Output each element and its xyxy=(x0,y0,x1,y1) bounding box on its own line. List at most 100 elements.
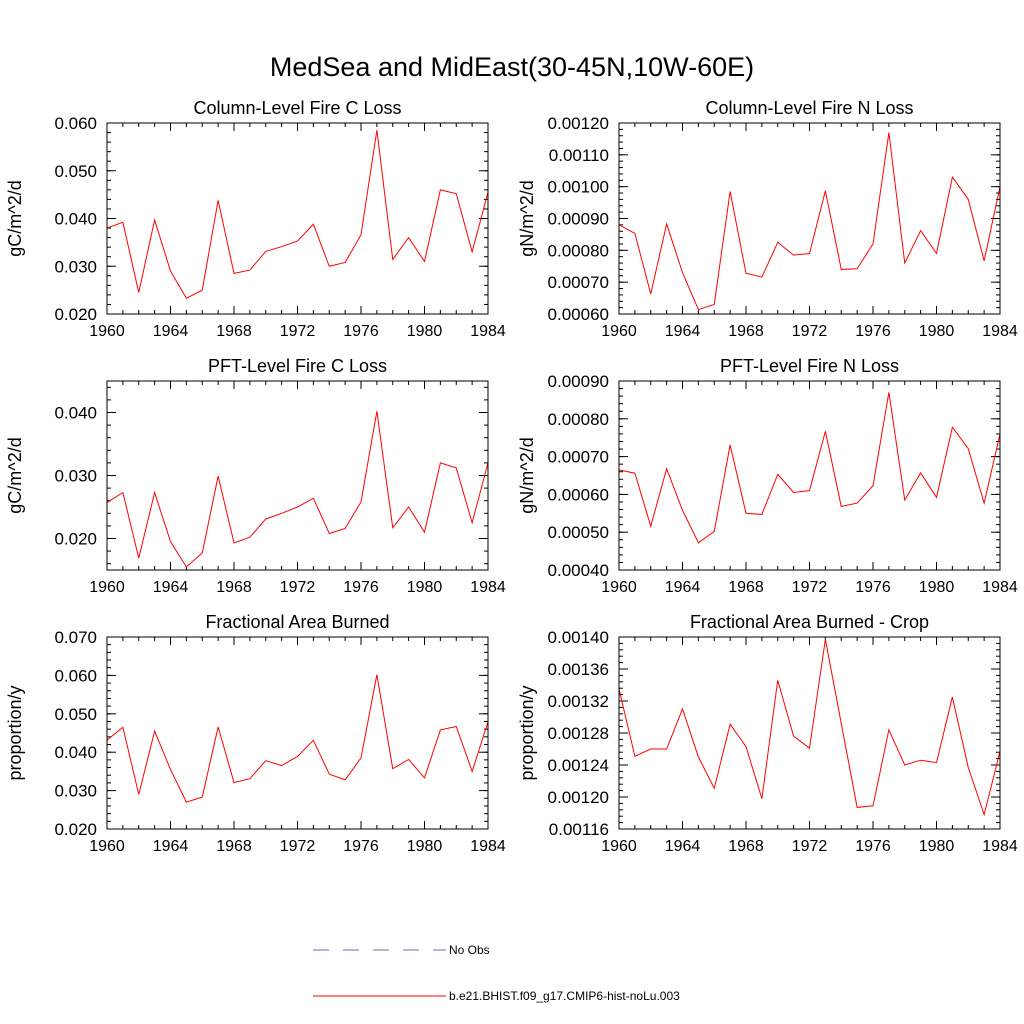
x-tick-label: 1972 xyxy=(792,838,828,855)
chart-panel: Column-Level Fire C Loss gC/m^2/d 1960 1964… xyxy=(5,98,506,340)
plot-frame xyxy=(618,636,1001,830)
x-tick-label: 1984 xyxy=(470,579,506,596)
panel-title: PFT-Level Fire C Loss xyxy=(208,356,387,376)
x-tick-label: 1972 xyxy=(792,323,828,340)
plot-frame xyxy=(106,636,489,830)
x-tick-label: 1968 xyxy=(728,579,764,596)
plot-frame xyxy=(106,380,489,571)
x-tick-label: 1976 xyxy=(855,323,891,340)
y-tick-label: 0.00124 xyxy=(548,756,609,775)
y-tick-label: 0.00120 xyxy=(548,788,609,807)
x-tick-label: 1960 xyxy=(89,838,125,855)
series-line xyxy=(618,132,1001,311)
x-tick-label: 1976 xyxy=(855,838,891,855)
x-tick-label: 1964 xyxy=(665,323,701,340)
x-tick-label: 1968 xyxy=(728,323,764,340)
chart-panel: Fractional Area Burned proportion/y 1960 19… xyxy=(5,612,506,855)
plot-frame xyxy=(618,380,1001,571)
y-tick-label: 0.00040 xyxy=(548,561,609,580)
y-tick-label: 0.00080 xyxy=(548,410,609,429)
x-tick-label: 1984 xyxy=(982,323,1018,340)
chart-panel: Column-Level Fire N Loss gN/m^2/d 1960 1964… xyxy=(517,98,1018,340)
x-tick-label: 1976 xyxy=(343,323,379,340)
y-axis-label: gN/m^2/d xyxy=(517,437,537,513)
legend-label-model: b.e21.BHIST.f09_g17.CMIP6-hist-noLu.003 xyxy=(449,989,680,1003)
series-line xyxy=(106,130,489,299)
panel-grid: Column-Level Fire C Loss gC/m^2/d 1960 1964… xyxy=(5,98,1018,855)
x-tick-label: 1964 xyxy=(153,323,189,340)
y-tick-label: 0.00080 xyxy=(548,241,609,260)
y-tick-label: 0.040 xyxy=(54,404,97,423)
x-tick-label: 1976 xyxy=(343,838,379,855)
y-tick-label: 0.030 xyxy=(54,257,97,276)
y-tick-label: 0.020 xyxy=(54,820,97,839)
x-tick-label: 1984 xyxy=(982,838,1018,855)
y-axis-label: proportion/y xyxy=(517,685,537,780)
y-axis-label: gC/m^2/d xyxy=(5,180,25,256)
chart-panel: PFT-Level Fire N Loss gN/m^2/d 1960 1964 196… xyxy=(517,356,1018,596)
chart-panel: Fractional Area Burned - Crop proportion/… xyxy=(517,612,1018,855)
y-tick-label: 0.020 xyxy=(54,530,97,549)
series-line xyxy=(106,411,489,568)
y-tick-label: 0.00060 xyxy=(548,485,609,504)
plot-frame xyxy=(618,122,1001,315)
x-tick-label: 1972 xyxy=(280,579,316,596)
y-tick-label: 0.00060 xyxy=(548,305,609,324)
x-tick-label: 1980 xyxy=(407,838,443,855)
legend-label-no-obs: No Obs xyxy=(449,943,490,957)
x-tick-label: 1984 xyxy=(982,579,1018,596)
plot-frame xyxy=(106,122,489,315)
x-tick-label: 1964 xyxy=(153,579,189,596)
x-tick-label: 1980 xyxy=(407,579,443,596)
y-tick-label: 0.00100 xyxy=(548,178,609,197)
y-tick-label: 0.030 xyxy=(54,467,97,486)
y-tick-label: 0.00090 xyxy=(548,372,609,391)
x-tick-label: 1960 xyxy=(601,838,637,855)
x-tick-label: 1984 xyxy=(470,838,506,855)
y-tick-label: 0.020 xyxy=(54,305,97,324)
x-tick-label: 1968 xyxy=(216,323,252,340)
y-axis-label: proportion/y xyxy=(5,685,25,780)
panel-title: Column-Level Fire N Loss xyxy=(705,98,913,118)
y-tick-label: 0.00136 xyxy=(548,660,609,679)
panel-title: Fractional Area Burned xyxy=(205,612,389,632)
y-tick-label: 0.00110 xyxy=(549,146,609,165)
y-tick-label: 0.00070 xyxy=(548,448,609,467)
panel-title: PFT-Level Fire N Loss xyxy=(720,356,899,376)
x-tick-label: 1968 xyxy=(728,838,764,855)
y-tick-label: 0.00070 xyxy=(548,273,609,292)
x-tick-label: 1980 xyxy=(919,579,955,596)
x-tick-label: 1964 xyxy=(665,838,701,855)
x-tick-label: 1972 xyxy=(280,838,316,855)
x-tick-label: 1964 xyxy=(153,838,189,855)
y-tick-label: 0.00140 xyxy=(548,628,609,647)
y-tick-label: 0.00116 xyxy=(549,820,609,839)
x-tick-label: 1964 xyxy=(665,579,701,596)
y-tick-label: 0.00120 xyxy=(548,114,609,133)
y-tick-label: 0.00090 xyxy=(548,210,609,229)
y-tick-label: 0.040 xyxy=(54,210,97,229)
figure-title: MedSea and MidEast(30-45N,10W-60E) xyxy=(270,52,754,82)
y-axis-label: gN/m^2/d xyxy=(517,180,537,256)
series-line xyxy=(106,674,489,803)
y-axis-label: gC/m^2/d xyxy=(5,437,25,513)
series-line xyxy=(618,639,1001,817)
y-tick-label: 0.050 xyxy=(54,162,97,181)
x-tick-label: 1976 xyxy=(855,579,891,596)
series-line xyxy=(618,392,1001,544)
y-tick-label: 0.00132 xyxy=(548,692,609,711)
x-tick-label: 1980 xyxy=(919,323,955,340)
y-tick-label: 0.060 xyxy=(54,114,97,133)
panel-title: Fractional Area Burned - Crop xyxy=(690,612,929,632)
x-tick-label: 1972 xyxy=(280,323,316,340)
y-tick-label: 0.060 xyxy=(54,666,97,685)
y-tick-label: 0.00128 xyxy=(548,724,609,743)
chart-panel: PFT-Level Fire C Loss gC/m^2/d 1960 1964 196… xyxy=(5,356,506,596)
y-tick-label: 0.050 xyxy=(54,705,97,724)
x-tick-label: 1976 xyxy=(343,579,379,596)
x-tick-label: 1968 xyxy=(216,838,252,855)
x-tick-label: 1968 xyxy=(216,579,252,596)
y-tick-label: 0.030 xyxy=(54,782,97,801)
